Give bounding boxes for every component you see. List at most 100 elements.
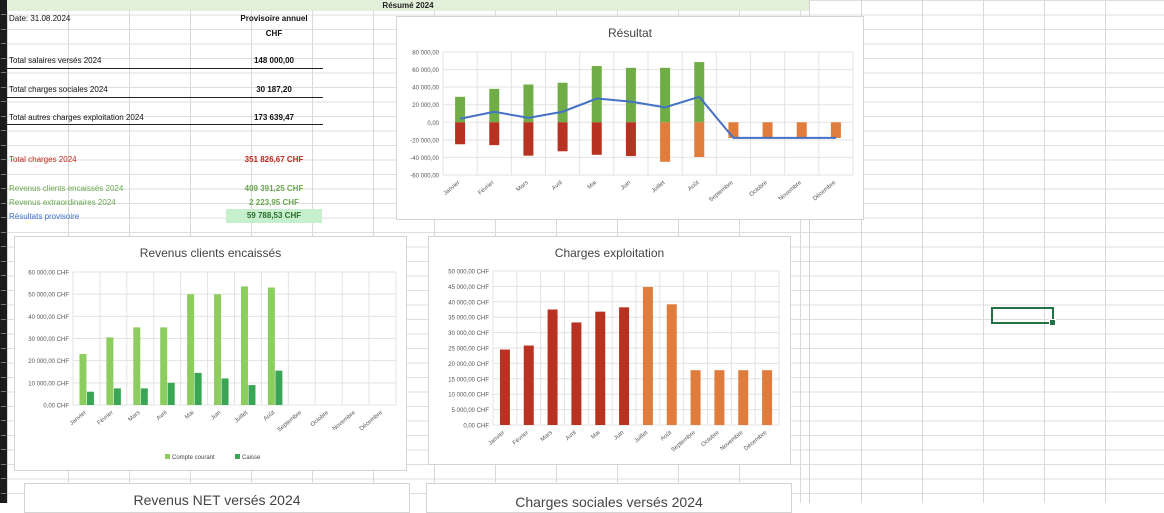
row-header-tick bbox=[1, 130, 6, 131]
row-header-tick bbox=[1, 231, 6, 233]
row-label-charges-sociales[interactable]: Total charges sociales 2024 bbox=[9, 85, 108, 94]
row-value-resultats[interactable]: 59 788,53 CHF bbox=[226, 209, 322, 223]
y-tick-label: -60 000,00 bbox=[410, 174, 439, 180]
x-tick-label: Août bbox=[263, 410, 277, 423]
revenus-bar bbox=[489, 88, 500, 123]
caisse-bar bbox=[113, 388, 121, 405]
chart-title: Revenus NET versés 2024 bbox=[133, 492, 301, 508]
y-tick-label: 0,00 CHF bbox=[43, 404, 69, 410]
x-tick-label: Novembre bbox=[719, 430, 745, 453]
y-tick-label: 40 000,00 CHF bbox=[28, 315, 69, 321]
row-label-autres-charges[interactable]: Total autres charges exploitation 2024 bbox=[9, 113, 144, 122]
date-label[interactable]: Date: 31.08.2024 bbox=[9, 14, 71, 23]
charges-bar bbox=[547, 309, 558, 425]
y-tick-label: 10 000,00 CHF bbox=[448, 393, 489, 399]
row-label-revenus-extra[interactable]: Revenus extraordinaires 2024 bbox=[9, 198, 116, 207]
row-header-strip bbox=[0, 0, 7, 503]
x-tick-label: Janvier bbox=[488, 430, 507, 447]
charges-bar bbox=[499, 349, 510, 425]
charges-bar bbox=[557, 122, 568, 152]
chart-resultat-panel[interactable]: Résultat 80 000,00 60 000,00 40 000,00 20 0… bbox=[396, 16, 864, 220]
y-tick-label: 30 000,00 CHF bbox=[448, 331, 489, 337]
chart-title: Résultat bbox=[607, 26, 653, 40]
charges-bar bbox=[571, 322, 582, 425]
y-tick-label: 0,00 bbox=[427, 121, 439, 127]
row-header-tick bbox=[1, 173, 6, 175]
row-header-tick bbox=[1, 72, 6, 73]
x-tick-label: Mai bbox=[590, 430, 601, 441]
caisse-bar bbox=[167, 382, 175, 405]
y-tick-label: 50 000,00 CHF bbox=[448, 270, 489, 276]
revenus-bar bbox=[625, 67, 636, 123]
chart-charges-sociales-panel[interactable]: Charges sociales versés 2024 bbox=[426, 483, 792, 513]
x-tick-label: Septembre bbox=[671, 430, 698, 454]
column-header-provisoire[interactable]: Provisoire annuel bbox=[240, 14, 308, 23]
chart-revenus-net-panel[interactable]: Revenus NET versés 2024 bbox=[24, 483, 410, 513]
x-tick-label: Novembre bbox=[332, 410, 358, 433]
x-tick-label: Février bbox=[477, 180, 495, 197]
row-header-tick bbox=[1, 144, 6, 146]
charges-bar bbox=[619, 307, 630, 425]
x-tick-label: Décembre bbox=[812, 180, 838, 203]
row-label-revenus-clients[interactable]: Revenus clients encaissés 2024 bbox=[9, 184, 124, 193]
compte-courant-bar bbox=[214, 294, 222, 405]
revenus-bar bbox=[660, 67, 671, 123]
revenus-bar bbox=[455, 96, 466, 123]
x-tick-label: Avril bbox=[551, 180, 564, 192]
row-label-resultats[interactable]: Résultats provisoire bbox=[9, 212, 80, 221]
row-header-tick bbox=[1, 449, 6, 450]
x-tick-label: Juin bbox=[210, 410, 222, 422]
row-header-tick bbox=[1, 86, 6, 88]
row-header-tick bbox=[1, 246, 6, 247]
row-header-tick bbox=[1, 463, 6, 465]
x-tick-label: Juillet bbox=[651, 180, 667, 195]
row-label-salaires[interactable]: Total salaires versés 2024 bbox=[9, 56, 102, 65]
revenus-bar bbox=[694, 62, 705, 123]
x-tick-label: Juin bbox=[613, 430, 625, 442]
charges-bar bbox=[738, 370, 749, 425]
charges-bar bbox=[455, 122, 466, 145]
row-label-total-charges[interactable]: Total charges 2024 bbox=[9, 155, 77, 164]
row-value-salaires[interactable]: 148 000,00 bbox=[253, 56, 295, 65]
x-tick-label: Avril bbox=[156, 410, 169, 422]
x-tick-label: Janvier bbox=[69, 410, 88, 427]
row-value-total-charges[interactable]: 351 826,67 CHF bbox=[244, 155, 304, 164]
x-tick-label: Juillet bbox=[234, 410, 250, 425]
row-header-tick bbox=[1, 304, 6, 305]
row-header-tick bbox=[1, 202, 6, 204]
charges-bar bbox=[728, 122, 739, 138]
y-tick-label: 80 000,00 bbox=[412, 51, 439, 57]
chart-charges-panel[interactable]: Charges exploitation 50 000,00 CHF 45 000… bbox=[428, 236, 791, 465]
charges-bar bbox=[489, 122, 500, 146]
revenus-bar bbox=[591, 66, 602, 123]
x-tick-label: Octobre bbox=[749, 180, 770, 199]
caisse-bar bbox=[86, 391, 94, 405]
legend-swatch bbox=[165, 454, 170, 459]
charges-bar bbox=[796, 122, 807, 138]
row-header-tick bbox=[1, 362, 6, 363]
y-tick-label: 45 000,00 CHF bbox=[448, 285, 489, 291]
x-tick-label: Mai bbox=[587, 180, 598, 191]
charges-bar bbox=[642, 287, 653, 425]
row-header-tick bbox=[1, 260, 6, 262]
charges-bar bbox=[523, 345, 534, 425]
charges-bar bbox=[830, 122, 841, 138]
column-header-currency[interactable]: CHF bbox=[265, 29, 283, 38]
selected-cell[interactable] bbox=[991, 307, 1056, 326]
chart-title: Revenus clients encaissés bbox=[139, 246, 282, 260]
row-value-revenus-extra[interactable]: 2 223,95 CHF bbox=[249, 198, 299, 207]
row-value-revenus-clients[interactable]: 409 391,25 CHF bbox=[244, 184, 304, 193]
resultat-line bbox=[459, 95, 836, 139]
legend-label: Compte courant bbox=[172, 455, 215, 461]
row-header-tick bbox=[1, 333, 6, 334]
row-header-tick bbox=[1, 405, 6, 407]
row-header-tick bbox=[1, 275, 6, 276]
row-value-charges-sociales[interactable]: 30 187,20 bbox=[256, 85, 292, 94]
x-tick-label: Septembre bbox=[277, 410, 304, 434]
x-tick-label: Février bbox=[97, 410, 115, 427]
row-underline bbox=[7, 124, 323, 125]
chart-revenus-panel[interactable]: Revenus clients encaissés 60 000,00 CHF 5… bbox=[14, 236, 407, 471]
chart-charges: 50 000,00 CHF 45 000,00 CHF 40 000,00 CHF 3… bbox=[448, 270, 780, 454]
row-value-autres-charges[interactable]: 173 639,47 bbox=[253, 113, 295, 122]
y-tick-label: -40 000,00 bbox=[410, 156, 439, 162]
